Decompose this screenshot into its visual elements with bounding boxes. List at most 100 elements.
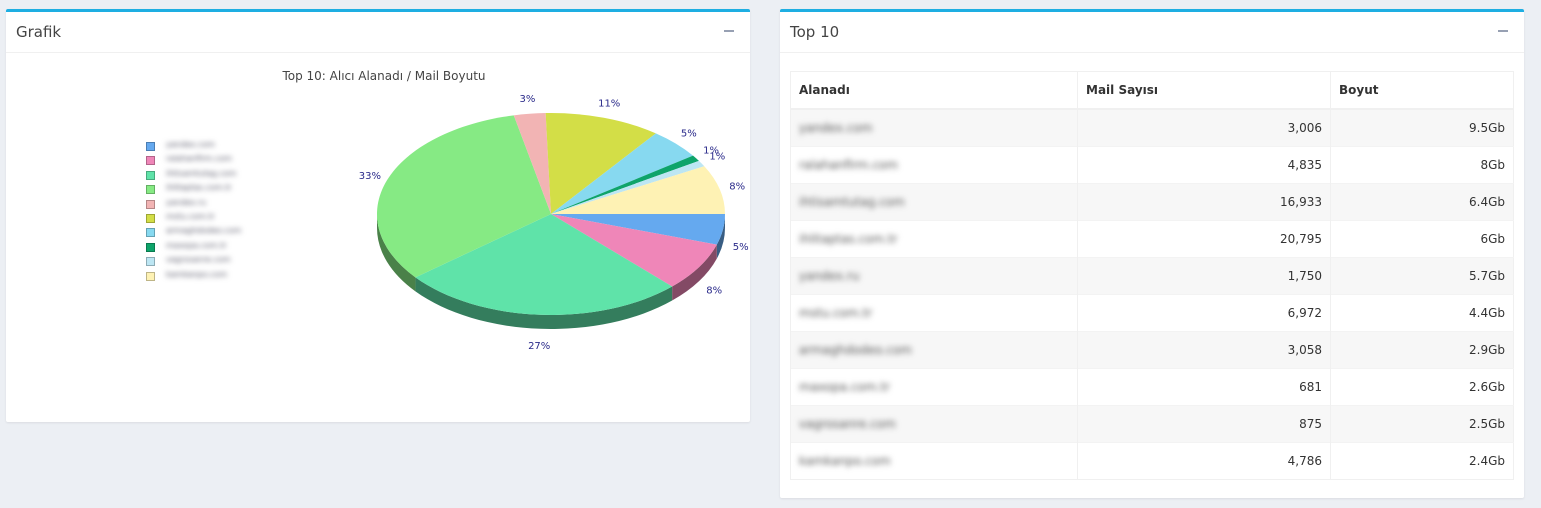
mail-count-cell: 6,972 [1077,294,1331,332]
top10-table: Alanadı Mail Sayısı Boyut yandex.com 3,00… [790,71,1514,480]
pie-slice[interactable] [545,113,656,214]
size-cell: 2.4Gb [1330,442,1514,480]
size-cell: 5.7Gb [1330,257,1514,295]
mail-count-cell: 20,795 [1077,220,1331,258]
legend-label: vagrosanre.com [166,255,231,265]
legend-swatch [146,271,155,281]
legend-item[interactable]: ralahanfirm.com [146,154,286,166]
chart-panel-title: Grafik [16,23,62,41]
pie-slice-side [672,244,717,301]
table-row: ralahanfirm.com 4,835 8Gb [790,146,1514,184]
legend-item[interactable]: ihtisamtutag.com [146,169,286,181]
mail-count-cell: 4,835 [1077,146,1331,184]
pie-slice[interactable] [551,214,717,287]
table-row: kamkanpo.com 4,786 2.4Gb [790,442,1514,480]
legend-item[interactable]: yandex.com [146,140,286,152]
domain-text: yandex.ru [799,269,860,283]
column-header-size[interactable]: Boyut [1330,71,1514,110]
table-panel-title: Top 10 [790,23,840,41]
mail-count-cell: 1,750 [1077,257,1331,295]
size-cell: 2.9Gb [1330,331,1514,369]
domain-cell: maxopa.com.tr [790,368,1078,406]
legend-label: ralahanfirm.com [166,154,232,164]
pie-percent-label: 27% [528,341,550,352]
size-cell: 6Gb [1330,220,1514,258]
table-body: yandex.com 3,006 9.5Gb ralahanfirm.com 4,835… [790,108,1514,480]
legend-item[interactable]: maxopa.com.tr [146,241,286,253]
table-row: yandex.com 3,006 9.5Gb [790,108,1514,147]
domain-cell: armaghdodeo.com [790,331,1078,369]
pie-slice-side [377,214,416,292]
size-cell: 6.4Gb [1330,183,1514,221]
pie-sides [377,214,725,330]
domain-cell: ihtisamtutag.com [790,183,1078,221]
pie-percent-labels: 5% 8% 27% 33% 3% 11% 5% 1%1% 8% [359,94,749,352]
pie-slice[interactable] [551,160,705,214]
legend-label: yandex.ru [166,197,207,207]
domain-cell: kamkanpo.com [790,442,1078,480]
legend-swatch [146,242,155,252]
table-panel: Top 10 Alanadı Mail Sayısı Boyut yandex.… [780,9,1524,498]
chart-title: Top 10: Alıcı Alanadı / Mail Boyutu [281,69,485,83]
table-row: vagrosanre.com 875 2.5Gb [790,405,1514,443]
pie-slice[interactable] [513,113,551,214]
table-header-row: Alanadı Mail Sayısı Boyut [790,71,1514,110]
legend-label: maxopa.com.tr [166,240,227,250]
domain-text: mstu.com.tr [799,306,873,320]
pie-slice-side [716,214,725,259]
mail-count-cell: 3,058 [1077,331,1331,369]
legend-label: yandex.com [166,140,215,149]
pie-percent-label: 3% [519,94,535,105]
pie-percent-label: 8% [706,286,722,297]
column-header-mail-count[interactable]: Mail Sayısı [1077,71,1331,110]
domain-text: ihlitaptas.com.tr [799,232,898,246]
legend-swatch [146,156,155,166]
pie-slice[interactable] [551,155,699,214]
pie-slice[interactable] [415,214,673,316]
pie-percent-label: 11% [598,99,620,110]
chart-panel: Grafik Top 10: Alıcı Alanadı / Mail Boyu… [6,9,750,422]
legend-item[interactable]: ihlitaptas.com.tr [146,183,286,195]
pie-slice-side [415,277,673,330]
legend-item[interactable]: mstu.com.tr [146,212,286,224]
legend-label: kamkanpo.com [166,269,228,279]
column-header-domain[interactable]: Alanadı [790,71,1078,110]
legend-label: mstu.com.tr [166,212,215,221]
legend-swatch [146,142,155,151]
table-row: ihlitaptas.com.tr 20,795 6Gb [790,220,1514,258]
legend-swatch [146,228,155,238]
legend-item[interactable]: kamkanpo.com [146,270,286,282]
pie-slice[interactable] [551,133,694,214]
pie-slice[interactable] [376,115,551,278]
collapse-icon[interactable] [1498,30,1508,32]
domain-text: ralahanfirm.com [799,158,898,172]
domain-text: maxopa.com.tr [799,380,890,394]
legend-item[interactable]: armaghdodeo.com [146,226,286,238]
pie-chart: Top 10: Alıcı Alanadı / Mail Boyutu 5% 8%… [281,69,749,352]
legend-item[interactable]: vagrosanre.com [146,255,286,267]
table-row: armaghdodeo.com 3,058 2.9Gb [790,331,1514,369]
domain-text: ihtisamtutag.com [799,195,905,209]
legend-label: armaghdodeo.com [166,226,242,236]
domain-cell: mstu.com.tr [790,294,1078,332]
pie-slices [376,113,725,316]
table-row: ihtisamtutag.com 16,933 6.4Gb [790,183,1514,221]
domain-cell: vagrosanre.com [790,405,1078,443]
table-row: yandex.ru 1,750 5.7Gb [790,257,1514,295]
pie-slice[interactable] [551,166,725,214]
legend-swatch [146,170,155,180]
legend-label: ihlitaptas.com.tr [166,183,232,193]
legend-swatch [146,214,155,223]
pie-percent-label: 33% [359,171,381,182]
collapse-icon[interactable] [724,30,734,32]
domain-cell: yandex.ru [790,257,1078,295]
legend-swatch [146,185,155,195]
pie-percent-label: 1% [709,152,725,163]
legend-item[interactable]: yandex.ru [146,198,286,210]
size-cell: 2.5Gb [1330,405,1514,443]
pie-slice[interactable] [551,214,725,245]
domain-text: vagrosanre.com [799,417,896,431]
size-cell: 2.6Gb [1330,368,1514,406]
size-cell: 4.4Gb [1330,294,1514,332]
pie-percent-label: 5% [733,242,749,253]
